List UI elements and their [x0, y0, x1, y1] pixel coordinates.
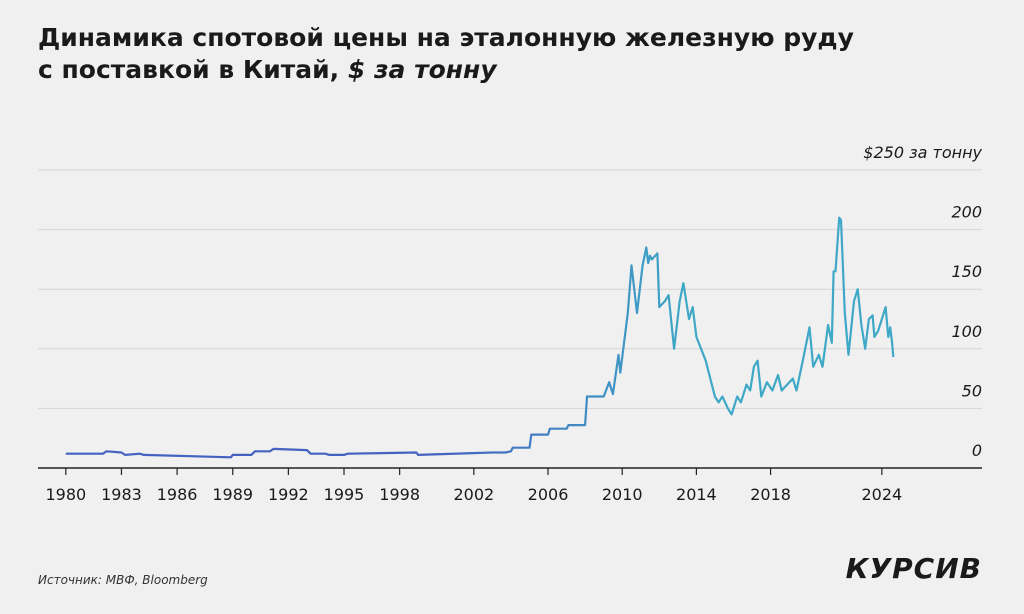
- x-tick-label: 2014: [676, 485, 717, 504]
- x-tick-label: 2024: [861, 485, 902, 504]
- x-tick-label: 2018: [750, 485, 791, 504]
- chart-title-unit: $ за тонну: [348, 55, 498, 84]
- x-tick-label: 1980: [45, 485, 86, 504]
- y-tick-label: 150: [951, 262, 982, 281]
- y-tick-label: 0: [972, 441, 982, 460]
- logo: КУРСИВ: [846, 552, 982, 585]
- x-tick-label: 2006: [528, 485, 569, 504]
- chart-title: с поставкой в Китай, $ за тонну: [38, 55, 498, 84]
- x-tick-label: 2002: [453, 485, 494, 504]
- y-tick-label: $250 за тонну: [863, 143, 982, 162]
- x-tick-label: 1983: [101, 485, 142, 504]
- x-tick-label: 1986: [157, 485, 198, 504]
- x-tick-label: 1995: [324, 485, 365, 504]
- price-line: [65, 216, 895, 459]
- y-tick-label: 100: [951, 322, 982, 341]
- chart-title-line: с поставкой в Китай,: [38, 55, 339, 84]
- chart-title: Динамика спотовой цены на эталонную желе…: [38, 23, 854, 52]
- x-tick-label: 1992: [268, 485, 309, 504]
- y-tick-label: 200: [951, 203, 982, 222]
- y-tick-label: 50: [962, 381, 982, 400]
- source: Источник: МВФ, Bloomberg: [38, 573, 208, 587]
- x-tick-label: 1989: [212, 485, 253, 504]
- x-tick-label: 1998: [379, 485, 420, 504]
- x-tick-label: 2010: [602, 485, 643, 504]
